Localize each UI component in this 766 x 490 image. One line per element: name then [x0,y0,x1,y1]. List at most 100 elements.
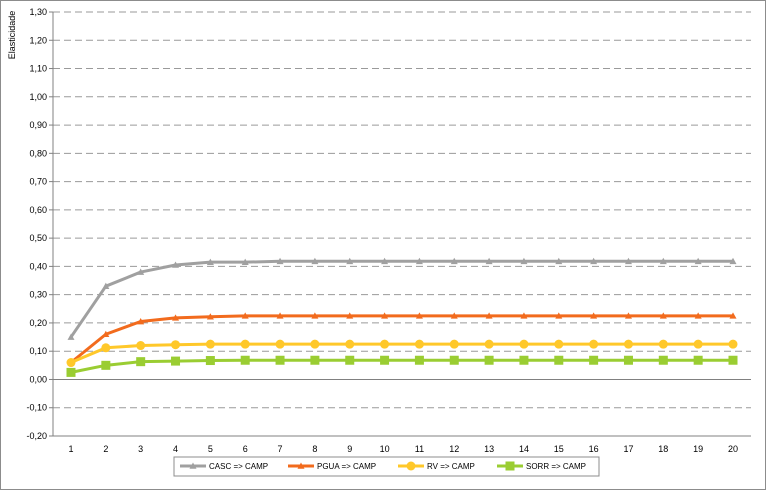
data-point-marker [205,356,215,366]
y-tick-label: 1,10 [29,64,47,74]
legend-label: PGUA => CAMP [317,462,376,471]
data-point-marker [136,341,146,351]
data-point-marker [380,339,390,349]
data-point-marker [555,312,563,319]
x-tick-label: 18 [658,444,668,454]
data-point-marker [381,312,389,319]
data-point-marker [346,312,354,319]
legend-label: SORR => CAMP [526,462,586,471]
x-tick-label: 16 [589,444,599,454]
x-tick-label: 17 [623,444,633,454]
data-point-marker [505,461,515,471]
data-point-marker [137,318,145,325]
data-point-marker [66,358,76,368]
data-point-marker [659,312,667,319]
y-tick-label: 1,00 [29,92,47,102]
data-point-marker [311,312,319,319]
data-point-marker [297,462,305,469]
data-point-marker [276,257,284,265]
data-point-marker [380,355,390,365]
y-tick-label: -0,10 [26,403,47,413]
legend-label: RV => CAMP [427,462,475,471]
y-tick-label: 0,40 [29,261,47,271]
series-2 [67,312,737,366]
x-tick-label: 7 [278,444,283,454]
data-point-marker [102,330,110,338]
data-point-marker [554,339,564,349]
y-tick-label: 0,90 [29,120,47,130]
data-point-marker [484,339,494,349]
data-point-marker [450,312,458,319]
data-point-marker [101,360,111,370]
x-tick-label: 5 [208,444,213,454]
x-tick-label: 15 [554,444,564,454]
series-line [69,259,733,338]
x-tick-label: 14 [519,444,529,454]
data-point-marker [310,339,320,349]
data-point-marker [694,312,702,319]
data-point-marker [415,257,423,265]
legend-label: CASC => CAMP [209,462,268,471]
y-tick-label: 0,60 [29,205,47,215]
data-point-marker [241,258,249,265]
data-point-marker [728,339,738,349]
data-point-marker [206,313,214,320]
data-point-marker [449,339,459,349]
y-tick-label: 1,30 [29,7,47,17]
x-tick-label: 13 [484,444,494,454]
y-tick-label: -0,20 [26,431,47,441]
data-point-marker [519,355,529,365]
x-tick-label: 20 [728,444,738,454]
data-point-marker [449,355,459,365]
data-point-marker [728,355,738,365]
series-3 [66,339,738,368]
data-point-marker [623,339,633,349]
series-line [70,358,733,374]
x-tick-label: 6 [243,444,248,454]
data-point-marker [171,340,181,350]
data-point-marker [693,355,703,365]
x-tick-label: 19 [693,444,703,454]
data-point-marker [275,339,285,349]
data-point-marker [414,339,424,349]
legend-box [173,456,600,477]
x-tick-label: 9 [347,444,352,454]
data-point-marker [241,312,249,319]
data-point-marker [450,257,458,265]
series-line [70,342,733,364]
data-point-marker [206,258,214,265]
y-tick-label: 0,70 [29,177,47,187]
y-axis-title: Elasticidade [7,11,17,60]
data-point-marker [554,355,564,365]
data-point-marker [310,355,320,365]
data-point-marker [240,339,250,349]
series-4 [66,355,738,377]
x-tick-label: 3 [138,444,143,454]
data-point-marker [729,312,737,319]
data-point-marker [275,355,285,365]
data-point-marker [484,355,494,365]
data-point-marker [171,356,181,366]
x-tick-label: 12 [449,444,459,454]
x-tick-label: 11 [415,444,424,454]
data-point-marker [414,355,424,365]
data-point-marker [276,312,284,319]
x-tick-label: 10 [380,444,390,454]
y-tick-labels: -0,20 -0,10 0,00 0,10 0,20 0,30 0,40 0,50 0,60 0,… [26,7,47,441]
y-tick-label: 0,00 [29,374,47,384]
data-point-marker [415,312,423,319]
gridlines [53,11,751,437]
data-point-marker [136,357,146,367]
data-point-marker [172,314,180,321]
data-point-marker [345,355,355,365]
y-tick-label: 0,10 [29,346,47,356]
y-tick-label: 1,20 [29,35,47,45]
series-layer [66,257,738,377]
y-tick-label: 0,20 [29,318,47,328]
data-point-marker [590,312,598,319]
data-point-marker [624,257,632,265]
data-point-marker [311,257,319,265]
data-point-marker [67,333,75,340]
